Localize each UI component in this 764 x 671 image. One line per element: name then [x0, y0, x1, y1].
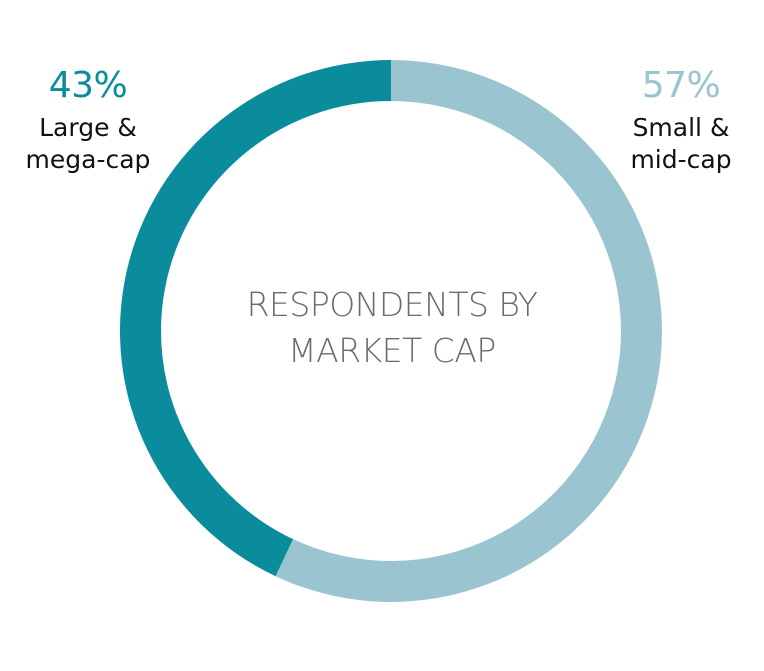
slice-large-mega-cap-category-label: Large & mega-cap [0, 112, 176, 176]
slice-large-mega-cap-value-label: 43% [48, 65, 128, 106]
slice-small-mid-cap-value-label: 57% [641, 65, 721, 106]
slice-large-mega-cap-category-line-2: mega-cap [25, 145, 151, 174]
slice-small-mid-cap-category-label: Small & mid-cap [598, 112, 764, 176]
slice-large-mega-cap-category-line-1: Large & [39, 113, 137, 142]
chart-title: RESPONDENTS BY MARKET CAP [192, 282, 592, 374]
slice-small-mid-cap-category-line-1: Small & [632, 113, 730, 142]
slice-large-mega-cap [120, 59, 391, 577]
chart-title-line-1: RESPONDENTS BY [246, 285, 538, 324]
slice-small-mid-cap-category-line-2: mid-cap [630, 145, 732, 174]
chart-title-line-2: MARKET CAP [288, 331, 496, 370]
